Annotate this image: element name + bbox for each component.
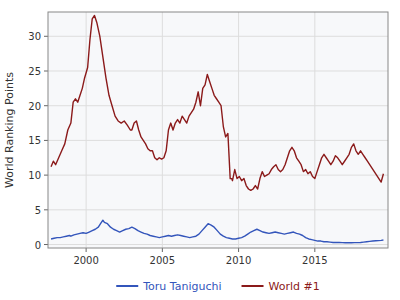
grid-line	[238, 12, 239, 248]
axis-label: World Ranking Points	[3, 72, 16, 188]
grid-line	[86, 12, 87, 248]
plot-area	[48, 12, 388, 248]
grid-line	[48, 175, 388, 176]
tick-label: 2015	[302, 255, 327, 266]
tick	[44, 36, 48, 37]
legend-swatch	[242, 285, 264, 287]
chart: 0 5 10 15 20 25 30 2000 2005 2010 2015 World Rankin…	[0, 0, 400, 300]
legend-label: World #1	[269, 280, 320, 293]
tick	[86, 248, 87, 252]
tick-label: 10	[28, 170, 41, 181]
tick-label: 15	[28, 135, 41, 146]
grid-line	[48, 71, 388, 72]
tick	[44, 105, 48, 106]
tick-label: 25	[28, 66, 41, 77]
legend-item: Toru Taniguchi	[116, 280, 221, 293]
series-group	[51, 15, 383, 242]
tick	[44, 140, 48, 141]
plot-frame	[48, 12, 388, 248]
grid-line	[48, 36, 388, 37]
tick	[162, 248, 163, 252]
grid-line	[48, 244, 388, 245]
tick	[314, 248, 315, 252]
tick-label: 2000	[73, 255, 98, 266]
grid-line	[162, 12, 163, 248]
tick-label: 2010	[226, 255, 251, 266]
tick-label: 2005	[150, 255, 175, 266]
legend-item: World #1	[242, 280, 320, 293]
tick	[238, 248, 239, 252]
series-line	[51, 220, 383, 243]
tick	[44, 209, 48, 210]
tick	[44, 244, 48, 245]
grid-line	[48, 209, 388, 210]
legend-label: Toru Taniguchi	[142, 280, 221, 293]
tick-label: 30	[28, 31, 41, 42]
series-line	[51, 15, 383, 190]
grid-line	[48, 105, 388, 106]
tick	[44, 175, 48, 176]
legend: Toru Taniguchi World #1	[116, 280, 320, 293]
grid-line	[48, 140, 388, 141]
tick-label: 5	[35, 205, 41, 216]
tick	[44, 71, 48, 72]
tick-label: 20	[28, 101, 41, 112]
legend-swatch	[116, 285, 138, 287]
grid-line	[314, 12, 315, 248]
tick-label: 0	[35, 240, 41, 251]
